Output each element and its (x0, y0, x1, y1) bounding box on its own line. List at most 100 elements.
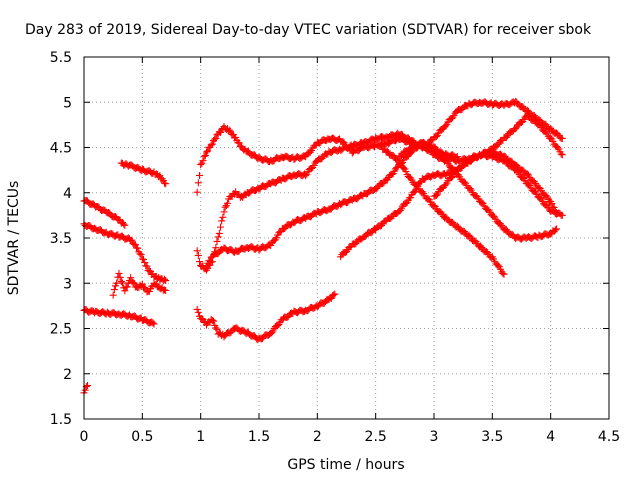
data-point (199, 157, 207, 165)
x-tick-label: 1 (196, 429, 205, 445)
data-point (221, 203, 229, 211)
data-point (497, 220, 504, 228)
data-point (306, 148, 314, 156)
data-point (110, 286, 118, 294)
y-tick-labels: 1.5 2 2.5 3 3.5 4 4.5 5 5.5 (50, 50, 72, 428)
data-point (218, 217, 226, 225)
data-point (123, 283, 131, 291)
data-point (548, 199, 556, 207)
data-point (134, 244, 142, 252)
data-point (331, 290, 339, 298)
data-point (197, 161, 205, 169)
data-point (402, 168, 410, 176)
data-point (215, 229, 223, 237)
y-axis-label: SDTVAR / TECUs (6, 181, 22, 296)
data-point (137, 251, 145, 259)
data-point (210, 317, 217, 325)
y-tick-label: 3 (63, 276, 72, 292)
data-point (212, 135, 220, 142)
data-point (547, 124, 555, 132)
data-point (161, 275, 168, 283)
data-point (226, 126, 234, 134)
y-tick-label: 3.5 (50, 231, 72, 247)
data-point (420, 139, 427, 147)
x-tick-label: 3.5 (481, 429, 503, 445)
data-point (136, 250, 144, 258)
data-point (466, 185, 474, 193)
data-point (378, 221, 385, 229)
data-point (141, 284, 149, 292)
grid (84, 57, 609, 419)
data-point (330, 291, 338, 299)
data-point (208, 140, 216, 148)
data-point (143, 262, 151, 270)
y-tick-label: 5 (63, 95, 72, 111)
data-point (523, 170, 531, 178)
data-point (138, 280, 146, 288)
data-point (551, 226, 559, 234)
data-point (413, 181, 420, 189)
data-point (460, 227, 468, 235)
data-point (207, 141, 215, 149)
data-point (162, 277, 170, 285)
data-point (553, 225, 560, 233)
data-point (145, 267, 153, 275)
data-point (397, 152, 405, 160)
data-point (208, 316, 216, 324)
data-point (302, 172, 310, 180)
data-point (224, 199, 231, 207)
data-point (213, 237, 221, 245)
data-point (550, 203, 558, 211)
x-tick-label: 0 (80, 429, 89, 445)
data-point (196, 171, 203, 179)
data-point (494, 261, 502, 269)
data-point (201, 152, 209, 160)
data-point (460, 178, 468, 186)
data-point (465, 231, 473, 239)
data-point (81, 386, 89, 394)
data-point (129, 279, 137, 287)
x-tick-label: 3 (430, 429, 439, 445)
data-point (557, 150, 565, 158)
x-tick-label: 4 (546, 429, 555, 445)
data-point (499, 269, 507, 277)
x-tick-label: 4.5 (598, 429, 620, 445)
data-point (115, 269, 123, 277)
data-point (141, 259, 149, 267)
data-point (194, 251, 202, 259)
data-point (442, 122, 450, 130)
y-tick-label: 1.5 (50, 412, 72, 428)
data-point (211, 135, 219, 143)
data-point (193, 188, 201, 196)
data-point (149, 319, 157, 327)
data-point (198, 314, 206, 322)
data-point (162, 286, 170, 294)
data-point (84, 382, 91, 390)
data-point (196, 258, 203, 266)
x-tick-labels: 0 0.5 1 1.5 2 2.5 3 3.5 4 4.5 (80, 429, 621, 445)
x-tick-label: 2.5 (365, 429, 387, 445)
plot-frame (83, 56, 610, 420)
x-tick-label: 1.5 (248, 429, 270, 445)
data-point (553, 209, 560, 217)
data-point (213, 325, 221, 333)
data-point (501, 152, 509, 160)
data-point (219, 213, 227, 221)
data-point (200, 152, 208, 160)
data-point (217, 223, 224, 231)
data-point (558, 134, 566, 142)
y-tick-label: 2.5 (50, 322, 72, 338)
data-point (418, 188, 426, 196)
data-point (130, 279, 138, 287)
data-point (128, 236, 136, 244)
data-point (140, 255, 147, 263)
data-point (162, 180, 170, 188)
y-tick-label: 2 (63, 367, 72, 383)
data-point (127, 274, 135, 282)
data-point (432, 133, 440, 141)
data-point (547, 134, 555, 142)
x-tick-label: 2 (313, 429, 322, 445)
y-tick-label: 4 (63, 186, 72, 202)
data-point (525, 180, 532, 188)
